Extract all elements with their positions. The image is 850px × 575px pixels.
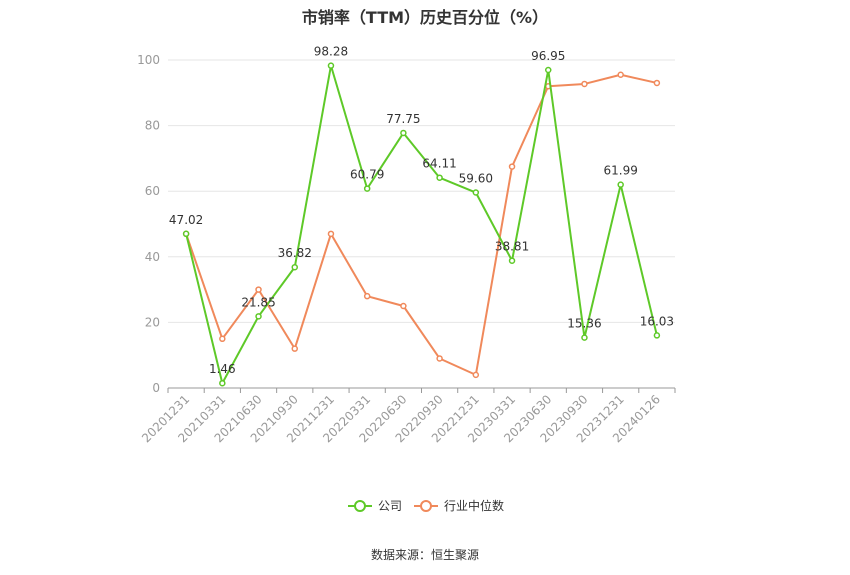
data-source: 数据来源：恒生聚源 bbox=[370, 548, 479, 562]
legend-swatch-marker bbox=[354, 500, 366, 512]
company-point bbox=[219, 379, 226, 387]
legend: 公司 行业中位数 bbox=[348, 498, 504, 513]
company-point bbox=[327, 62, 335, 69]
company-point bbox=[545, 66, 552, 74]
y-tick-label: 0 bbox=[152, 381, 160, 395]
y-tick-label: 40 bbox=[145, 250, 160, 264]
company-point bbox=[581, 334, 588, 341]
data-label: 98.28 bbox=[314, 45, 348, 59]
grid-lines bbox=[168, 59, 675, 323]
industry-point bbox=[400, 302, 407, 310]
series-lines bbox=[182, 62, 661, 387]
legend-label: 公司 bbox=[378, 499, 402, 513]
company-line bbox=[185, 64, 658, 385]
company-point bbox=[508, 257, 516, 264]
chart-title: 市销率（TTM）历史百分位（%） bbox=[301, 8, 549, 27]
industry-point bbox=[472, 371, 480, 379]
data-label: 96.95 bbox=[531, 49, 565, 63]
industry-point bbox=[291, 345, 298, 352]
data-label: 16.03 bbox=[640, 314, 674, 328]
data-label: 1.46 bbox=[209, 362, 236, 376]
data-label: 38.81 bbox=[495, 240, 529, 254]
industry-point bbox=[255, 286, 262, 293]
industry-median-line bbox=[185, 73, 658, 376]
company-point bbox=[436, 174, 443, 181]
y-tick-label: 20 bbox=[145, 315, 160, 329]
y-tick-label: 80 bbox=[145, 119, 160, 133]
company-point bbox=[291, 263, 298, 271]
data-labels: 47.02 1.46 21.85 36.82 98.28 60.79 77.75 64.115… bbox=[169, 45, 674, 377]
data-label: 77.75 bbox=[386, 112, 420, 126]
company-point bbox=[617, 181, 624, 188]
legend-item-company: 公司 bbox=[348, 499, 402, 513]
industry-point bbox=[617, 71, 624, 79]
data-label: 64.11 bbox=[422, 157, 456, 171]
data-label: 15.36 bbox=[567, 317, 601, 331]
company-point bbox=[400, 129, 407, 137]
data-label: 60.79 bbox=[350, 168, 384, 182]
data-label: 21.85 bbox=[241, 295, 275, 309]
company-point bbox=[472, 189, 480, 196]
y-tick-label: 60 bbox=[145, 184, 160, 198]
industry-point bbox=[581, 80, 588, 88]
industry-point bbox=[436, 355, 443, 362]
data-label: 59.60 bbox=[459, 172, 493, 186]
industry-point bbox=[508, 163, 516, 170]
company-point bbox=[653, 332, 661, 339]
company-point bbox=[363, 185, 371, 192]
legend-item-industry: 行业中位数 bbox=[414, 498, 504, 513]
industry-point bbox=[363, 292, 371, 300]
company-point bbox=[182, 230, 190, 238]
legend-label: 行业中位数 bbox=[444, 498, 504, 513]
industry-point bbox=[653, 79, 661, 87]
legend-swatch-marker bbox=[420, 500, 432, 512]
y-tick-label: 100 bbox=[137, 53, 160, 67]
company-point bbox=[255, 313, 262, 320]
industry-point bbox=[219, 335, 226, 343]
industry-point bbox=[327, 230, 335, 238]
data-label: 36.82 bbox=[278, 246, 312, 260]
data-label: 47.02 bbox=[169, 213, 203, 227]
data-label: 61.99 bbox=[603, 164, 637, 178]
